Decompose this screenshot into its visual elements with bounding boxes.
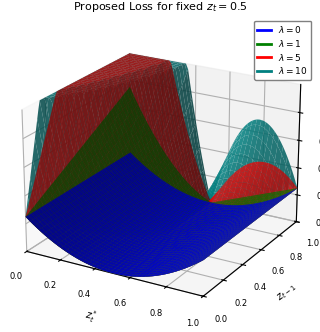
Legend: $\lambda = 0$, $\lambda = 1$, $\lambda = 5$, $\lambda = 10$: $\lambda = 0$, $\lambda = 1$, $\lambda =… xyxy=(254,21,311,80)
Y-axis label: $z_{t-1}$: $z_{t-1}$ xyxy=(275,282,299,304)
X-axis label: $z_t^*$: $z_t^*$ xyxy=(83,307,99,326)
Title: Proposed Loss for fixed $z_t = 0.5$: Proposed Loss for fixed $z_t = 0.5$ xyxy=(73,0,247,15)
